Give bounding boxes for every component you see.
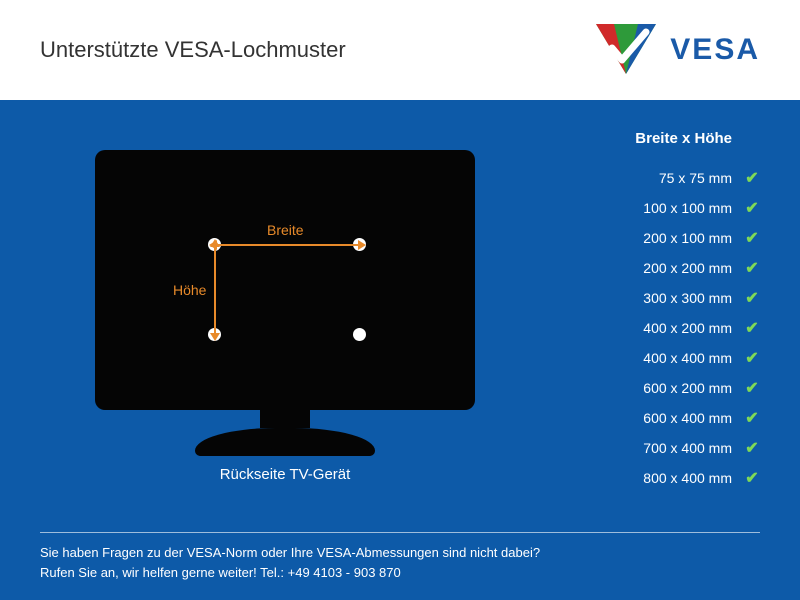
size-label: 400 x 400 mm — [643, 350, 732, 366]
check-icon: ✔ — [744, 468, 760, 488]
height-arrow — [214, 245, 216, 335]
size-label: 600 x 200 mm — [643, 380, 732, 396]
width-arrow — [215, 244, 360, 246]
check-icon: ✔ — [744, 348, 760, 368]
page-title: Unterstützte VESA-Lochmuster — [40, 37, 346, 63]
size-label: 300 x 300 mm — [643, 290, 732, 306]
size-row: 800 x 400 mm ✔ — [550, 463, 760, 493]
vesa-logo: VESA — [594, 22, 760, 78]
size-label: 800 x 400 mm — [643, 470, 732, 486]
width-label: Breite — [267, 222, 304, 238]
diagram-column: Breite Höhe Rückseite TV-Gerät — [40, 130, 530, 580]
size-label: 400 x 200 mm — [643, 320, 732, 336]
size-label: 100 x 100 mm — [643, 200, 732, 216]
size-list-column: Breite x Höhe 75 x 75 mm✔100 x 100 mm✔20… — [530, 130, 760, 580]
size-label: 600 x 400 mm — [643, 410, 732, 426]
check-icon: ✔ — [744, 438, 760, 458]
size-list-header: Breite x Höhe — [550, 130, 760, 147]
arrow-head-right-icon — [358, 240, 366, 250]
size-label: 75 x 75 mm — [659, 170, 732, 186]
check-icon: ✔ — [744, 408, 760, 428]
tv-stand-base — [195, 428, 375, 456]
check-icon: ✔ — [744, 288, 760, 308]
size-label: 200 x 100 mm — [643, 230, 732, 246]
size-label: 200 x 200 mm — [643, 260, 732, 276]
size-row: 400 x 200 mm ✔ — [550, 313, 760, 343]
size-row: 600 x 400 mm ✔ — [550, 403, 760, 433]
size-row: 400 x 400 mm ✔ — [550, 343, 760, 373]
vesa-logo-icon — [594, 22, 658, 78]
check-icon: ✔ — [744, 228, 760, 248]
size-row: 200 x 200 mm ✔ — [550, 253, 760, 283]
check-icon: ✔ — [744, 318, 760, 338]
check-icon: ✔ — [744, 378, 760, 398]
tv-diagram: Breite Höhe — [95, 150, 475, 450]
diagram-caption: Rückseite TV-Gerät — [220, 466, 351, 483]
vesa-logo-text: VESA — [670, 33, 760, 67]
size-list: 75 x 75 mm✔100 x 100 mm✔200 x 100 mm✔200… — [550, 163, 760, 493]
size-row: 600 x 200 mm ✔ — [550, 373, 760, 403]
arrow-head-up-icon — [210, 239, 220, 247]
footer: Sie haben Fragen zu der VESA-Norm oder I… — [40, 532, 760, 582]
footer-line-2: Rufen Sie an, wir helfen gerne weiter! T… — [40, 563, 760, 583]
footer-line-1: Sie haben Fragen zu der VESA-Norm oder I… — [40, 543, 760, 563]
main-panel: Breite Höhe Rückseite TV-Gerät Breite x … — [0, 100, 800, 600]
height-label: Höhe — [173, 282, 206, 298]
size-label: 700 x 400 mm — [643, 440, 732, 456]
tv-screen: Breite Höhe — [95, 150, 475, 410]
size-row: 100 x 100 mm ✔ — [550, 193, 760, 223]
arrow-head-down-icon — [210, 333, 220, 341]
size-row: 300 x 300 mm ✔ — [550, 283, 760, 313]
check-icon: ✔ — [744, 198, 760, 218]
tv-stand-neck — [260, 410, 310, 428]
check-icon: ✔ — [744, 258, 760, 278]
mount-hole — [353, 328, 366, 341]
header: Unterstützte VESA-Lochmuster VESA — [0, 0, 800, 100]
size-row: 700 x 400 mm ✔ — [550, 433, 760, 463]
check-icon: ✔ — [744, 168, 760, 188]
size-row: 200 x 100 mm ✔ — [550, 223, 760, 253]
size-row: 75 x 75 mm ✔ — [550, 163, 760, 193]
